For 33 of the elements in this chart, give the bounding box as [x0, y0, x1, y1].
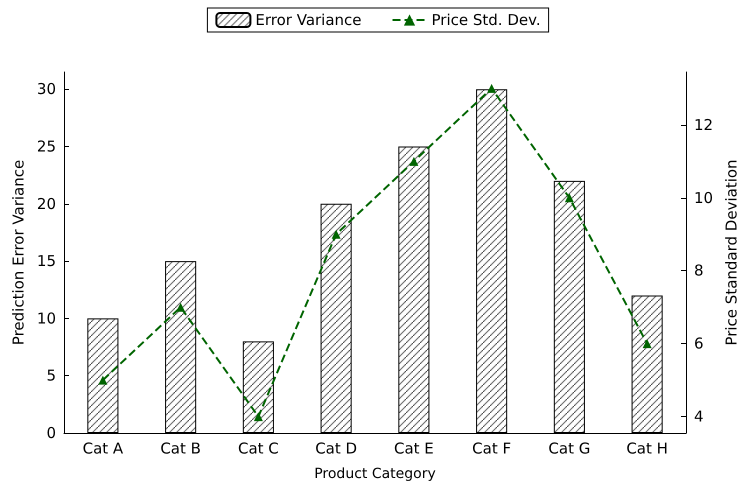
x-tick-label: Cat B: [160, 440, 201, 458]
legend-label: Price Std. Dev.: [432, 11, 541, 29]
y2-tick-label: 6: [694, 334, 704, 353]
point: [642, 339, 652, 348]
x-tick-label: Cat D: [315, 440, 358, 458]
y-axis-title: Prediction Error Variance: [10, 160, 28, 346]
point: [176, 302, 186, 312]
x-tick-label: Cat G: [548, 440, 590, 458]
point: [409, 156, 418, 166]
point: [254, 412, 263, 422]
y-tick-label: 0: [46, 424, 56, 442]
y2-tick-label: 10: [694, 188, 714, 207]
y2-tick-label: 4: [694, 408, 704, 426]
y-tick-label: 20: [36, 194, 56, 213]
y-tick-label: 25: [36, 137, 56, 156]
x-tick-label: Cat F: [472, 440, 512, 458]
legend-label: Error Variance: [255, 11, 362, 29]
y2-tick-label: 12: [694, 116, 714, 134]
y2-tick-label: 8: [694, 262, 704, 280]
y2-axis-title: Price Standard Deviation: [722, 159, 740, 346]
x-tick-label: Cat H: [626, 440, 668, 458]
point: [332, 230, 341, 239]
point: [98, 376, 108, 385]
x-axis-title: Product Category: [314, 466, 436, 482]
y-tick-label: 30: [36, 80, 56, 98]
y-tick-label: 10: [36, 309, 56, 328]
point: [487, 84, 496, 93]
x-tick-label: Cat E: [394, 440, 434, 458]
y-tick-label: 5: [46, 366, 56, 385]
x-tick-label: Cat C: [238, 440, 279, 458]
y-tick-label: 15: [36, 252, 56, 270]
point: [564, 193, 574, 202]
x-tick-label: Cat A: [82, 440, 124, 458]
